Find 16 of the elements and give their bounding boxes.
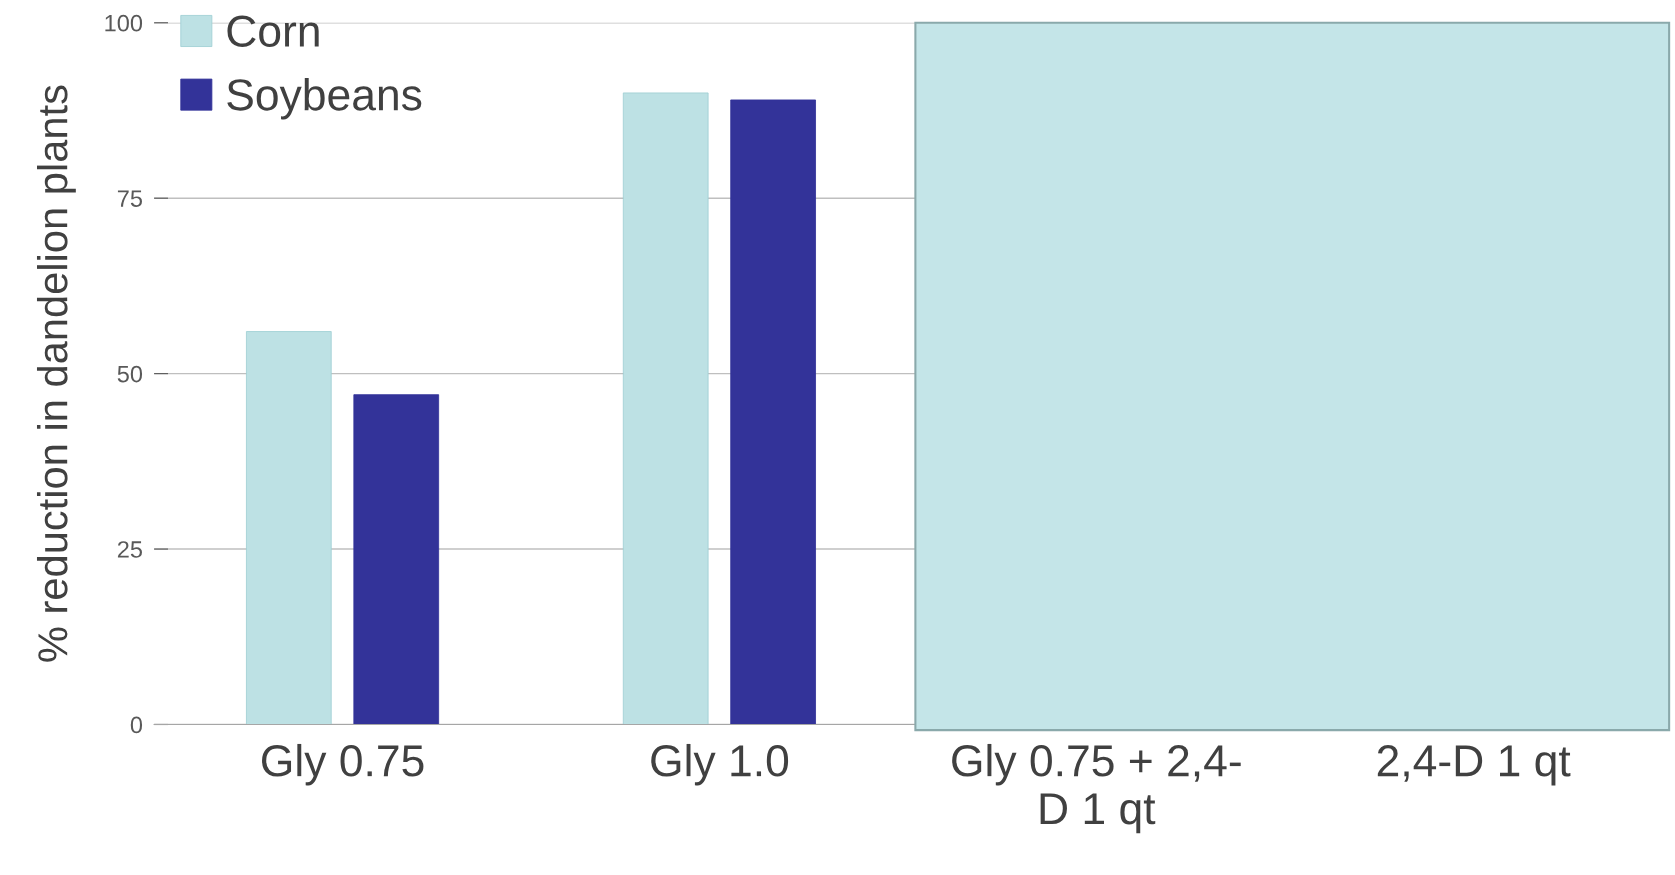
x-tick-label: Gly 0.75: [262, 743, 424, 786]
bar: [353, 394, 440, 725]
y-axis-title: % reduction in dandelion plants: [36, 85, 76, 662]
bar: [730, 99, 816, 725]
legend-label: Corn: [227, 15, 319, 47]
x-tick-label: 2,4-D 1 qt: [1377, 745, 1571, 786]
legend-label: Soybeans: [227, 77, 422, 120]
y-tick-label: 0: [130, 716, 143, 734]
y-tick-label: 50: [117, 365, 143, 383]
y-tick-label: 25: [117, 541, 142, 558]
y-tick-label: 75: [117, 190, 142, 207]
bar: [246, 331, 332, 725]
bar: [622, 92, 709, 725]
x-tick-label: Gly 0.75 + 2,4- D 1 qt: [952, 743, 1241, 834]
y-tick-label: 100: [105, 14, 143, 32]
x-tick-label: Gly 1.0: [651, 743, 789, 786]
